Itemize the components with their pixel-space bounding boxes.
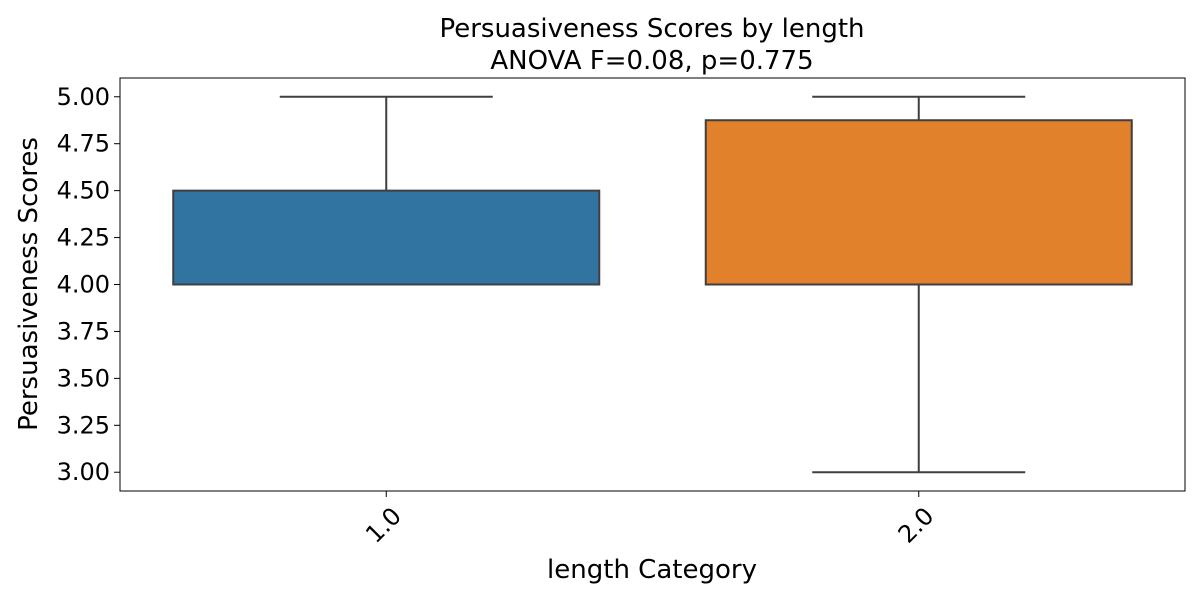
box-iqr: [704, 119, 1133, 286]
y-tick-label: 3.75: [57, 317, 110, 345]
chart-subtitle: ANOVA F=0.08, p=0.775: [490, 46, 813, 76]
y-tick-label: 4.50: [57, 177, 110, 205]
y-axis-ticks: 3.00 3.25 3.50 3.75 4.00 4.25 4.50 4.75 5.00: [57, 83, 120, 486]
y-axis-label: Persuasiveness Scores: [14, 137, 44, 431]
box-group-2.0: [704, 95, 1133, 474]
boxes-layer: [172, 95, 1133, 474]
y-tick-label: 5.00: [57, 83, 110, 111]
box-iqr: [172, 189, 601, 286]
y-tick-label: 4.00: [57, 271, 110, 299]
x-axis-label: length Category: [547, 555, 757, 585]
y-tick-label: 3.50: [57, 364, 110, 392]
chart-title: Persuasiveness Scores by length: [439, 14, 864, 44]
y-tick-label: 4.75: [57, 130, 110, 158]
x-tick-label: 2.0: [893, 502, 940, 549]
x-axis-ticks: 1.0 2.0: [360, 491, 939, 549]
plot-frame: [119, 77, 1186, 492]
y-tick-label: 3.00: [57, 458, 110, 486]
y-tick-label: 4.25: [57, 224, 110, 252]
box-group-1.0: [172, 95, 601, 286]
x-tick-label: 1.0: [360, 502, 407, 549]
y-tick-label: 3.25: [57, 411, 110, 439]
